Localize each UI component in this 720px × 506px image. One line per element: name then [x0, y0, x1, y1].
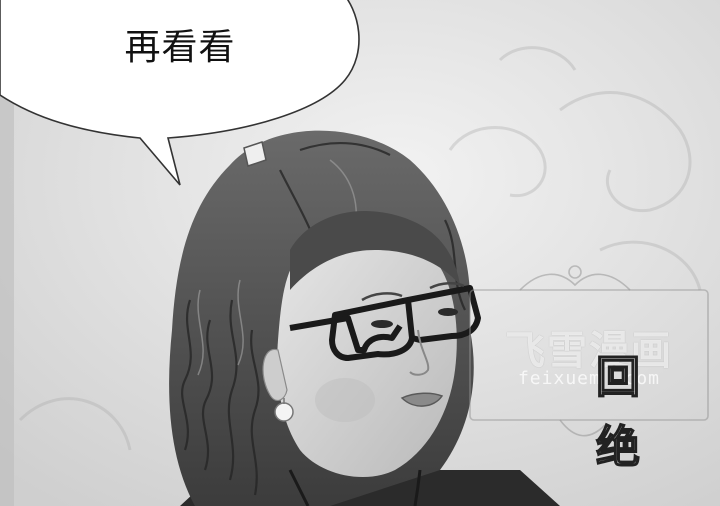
watermark-url: feixuem .com	[517, 368, 661, 389]
sound-effect-char-1: 回	[595, 352, 641, 403]
speech-bubble	[0, 0, 360, 186]
watermark-title: 飞雪漫画	[505, 328, 673, 374]
watermark-frame	[469, 265, 709, 437]
speech-bubble-text: 再看看	[124, 27, 236, 68]
hair-clip	[243, 141, 267, 167]
earring	[274, 402, 294, 422]
sound-effect-char-2: 绝	[595, 422, 641, 473]
